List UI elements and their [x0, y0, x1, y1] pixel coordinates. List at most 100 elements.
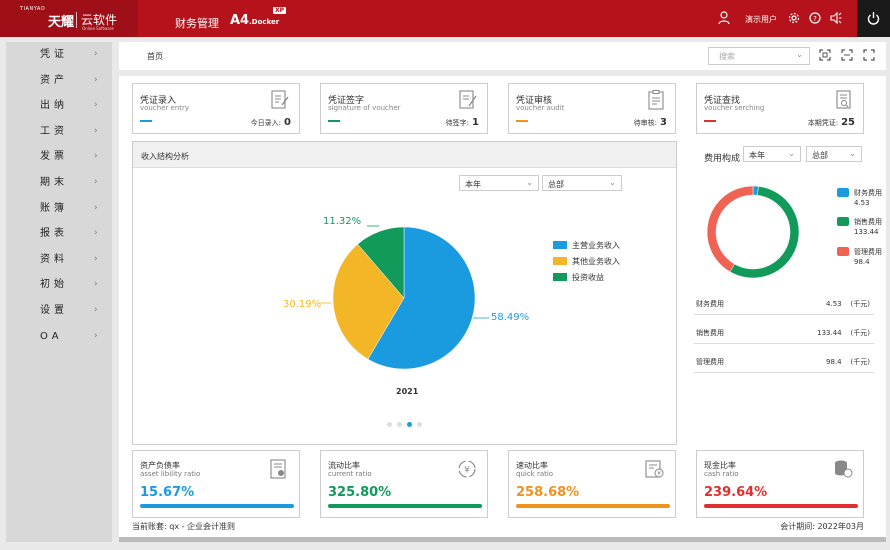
pie-slice-investment[interactable] [357, 226, 405, 299]
income-period-select[interactable]: 本年 ⌄ [459, 175, 539, 191]
expense-amount: 4.53 [826, 300, 842, 308]
income-scope-select[interactable]: 总部 ⌄ [542, 175, 622, 191]
asset-liability-ratio-card[interactable]: 资产负债率 asset libility ratio 15.67% [132, 450, 300, 518]
carousel-dot[interactable] [387, 422, 392, 427]
pie-slice-main-business[interactable] [367, 226, 476, 370]
expense-name: 销售费用 [696, 329, 724, 337]
fit-screen-icon[interactable] [819, 49, 831, 61]
card-title: 凭证签字 [328, 96, 365, 106]
expense-legend-sales[interactable]: 销售费用 133.44 [837, 217, 882, 237]
nav-finance-management[interactable]: 财务管理 [175, 17, 219, 30]
quick-ratio-card[interactable]: 速动比率 quick ratio 258.68% ¥ [508, 450, 676, 518]
sidebar-item-reports[interactable]: 报表 › [6, 221, 112, 247]
sidebar: 凭证 › 资产 › 出纳 › 工资 › 发票 › 期末 › 账簿 › 报表 › 资料 › 初始 › … [6, 42, 112, 542]
svg-text:?: ? [813, 15, 817, 23]
voucher-search-card[interactable]: 凭证查找 voucher serching 本期凭证: 25 [696, 83, 864, 134]
carousel-dot-active[interactable] [407, 422, 412, 427]
sidebar-item-salary[interactable]: 工资 › [6, 119, 112, 145]
sidebar-item-label: 账簿 [40, 202, 68, 214]
chevron-down-icon: ⌄ [526, 178, 533, 187]
legend-label: 销售费用 [854, 218, 882, 226]
cash-ratio-card[interactable]: 现金比率 cash ratio 239.64% [696, 450, 864, 518]
pie-slice-other-business[interactable] [332, 243, 405, 360]
expense-legend-admin[interactable]: 管理费用 98.4 [837, 247, 882, 267]
sidebar-item-ledger[interactable]: 账簿 › [6, 196, 112, 222]
chevron-right-icon: › [94, 279, 98, 290]
expense-scope-select[interactable]: 总部 ⌄ [806, 146, 862, 162]
user-name[interactable]: 演示用户 [745, 15, 777, 24]
fullscreen-icon[interactable] [863, 49, 875, 61]
expense-value: 4.53 (千元) [826, 299, 870, 309]
horizontal-scrollbar[interactable] [119, 537, 886, 542]
nav-a4-docker[interactable]: A4.Docker [230, 13, 279, 28]
card-title: 凭证查找 [704, 96, 741, 106]
sidebar-item-oa[interactable]: OA › [6, 324, 112, 350]
card-accent-bar [328, 120, 340, 122]
expense-legend-finance[interactable]: 财务费用 4.53 [837, 188, 882, 208]
card-title: 现金比率 [704, 461, 736, 470]
power-icon [867, 12, 880, 25]
chevron-down-icon: ⌄ [796, 50, 803, 59]
expense-row-admin: 管理费用 98.4 (千元) [694, 348, 874, 373]
voucher-audit-card[interactable]: 凭证审核 voucher audit 待审核: 3 [508, 83, 676, 134]
carousel-dot[interactable] [397, 422, 402, 427]
voucher-entry-card[interactable]: 凭证录入 voucher entry 今日录入: 0 [132, 83, 300, 134]
search-input[interactable]: 搜索 ⌄ [708, 47, 810, 65]
expand-icon[interactable] [841, 49, 853, 61]
card-count: 待签字: 1 [446, 117, 479, 128]
legend-item-other-business[interactable]: 其他业务收入 [553, 256, 620, 267]
legend-item-main-business[interactable]: 主营业务收入 [553, 240, 620, 251]
logo[interactable]: TIANYAO 天耀 云软件 Online Software [0, 0, 138, 37]
count-label: 今日录入: [250, 119, 282, 127]
sidebar-item-invoice[interactable]: 发票 › [6, 144, 112, 170]
voucher-signature-card[interactable]: 凭证签字 signature of voucher 待签字: 1 [320, 83, 488, 134]
pie-label-main-business: 58.49% [491, 312, 530, 323]
user-icon[interactable] [718, 11, 730, 25]
sidebar-item-label: 发票 [40, 151, 68, 163]
donut-slice-admin[interactable] [706, 185, 754, 273]
chevron-right-icon: › [94, 228, 98, 239]
accounting-period-info: 会计期间: 2022年03月 [780, 522, 864, 531]
legend-swatch [553, 273, 567, 281]
expense-donut-chart [706, 185, 800, 279]
ratio-bar [704, 504, 858, 508]
chevron-right-icon: › [94, 202, 98, 213]
power-button[interactable] [857, 0, 890, 37]
legend-label: 管理费用 [854, 248, 882, 256]
chevron-right-icon: › [94, 253, 98, 264]
sidebar-item-assets[interactable]: 资产 › [6, 68, 112, 94]
card-accent-bar [516, 120, 528, 122]
breadcrumb-home[interactable]: 首页 [147, 52, 163, 61]
sidebar-item-period-end[interactable]: 期末 › [6, 170, 112, 196]
sidebar-item-label: 报表 [40, 228, 68, 240]
card-subtitle: voucher serching [704, 104, 765, 112]
sidebar-item-voucher[interactable]: 凭证 › [6, 42, 112, 68]
count-value: 0 [284, 117, 291, 128]
sidebar-item-settings[interactable]: 设置 › [6, 298, 112, 324]
clipboard-check-icon [648, 90, 664, 110]
donut-slice-sales[interactable] [729, 186, 800, 279]
current-ratio-card[interactable]: 流动比率 current ratio 325.80% ¥ [320, 450, 488, 518]
settings-icon[interactable] [788, 12, 800, 24]
legend-item-investment[interactable]: 投资收益 [553, 272, 604, 283]
expense-value: 133.44 (千元) [817, 328, 870, 338]
card-count: 本期凭证: 25 [808, 117, 855, 128]
expense-amount: 98.4 [826, 358, 842, 366]
sidebar-item-data[interactable]: 资料 › [6, 247, 112, 273]
sidebar-item-cashier[interactable]: 出纳 › [6, 93, 112, 119]
volume-icon[interactable] [830, 12, 842, 24]
help-icon[interactable]: ? [809, 12, 821, 24]
currency-cycle-icon: ¥ [458, 460, 476, 478]
expense-name: 管理费用 [696, 358, 724, 366]
ratio-bar [328, 504, 482, 508]
expense-period-select[interactable]: 本年 ⌄ [743, 146, 801, 162]
sidebar-item-initial[interactable]: 初始 › [6, 272, 112, 298]
a4-label: A4 [230, 13, 250, 28]
income-structure-panel: 收入结构分析 本年 ⌄ 总部 ⌄ 58.49% 30.19% 11.32% 主营业务… [132, 141, 677, 445]
search-document-icon [836, 90, 851, 109]
chevron-down-icon: ⌄ [788, 149, 795, 158]
carousel-dot[interactable] [417, 422, 422, 427]
count-value: 1 [472, 117, 479, 128]
count-label: 待审核: [633, 119, 658, 127]
sidebar-item-label: OA [40, 330, 63, 342]
